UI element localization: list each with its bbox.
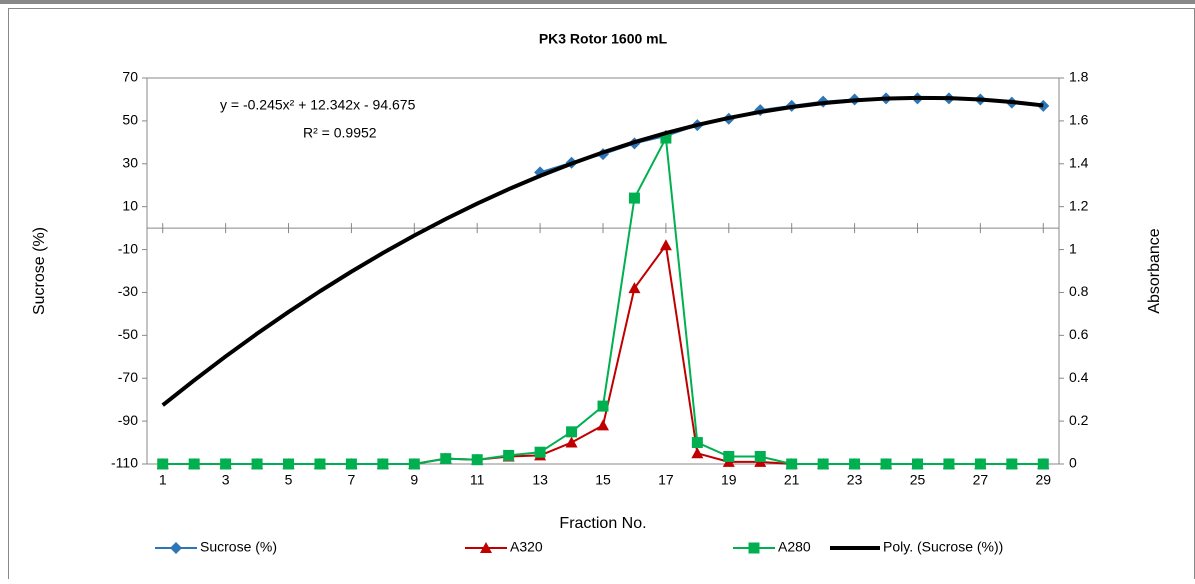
y2-tick-label: 1.2	[1069, 197, 1089, 213]
y2-tick-label: 1	[1069, 240, 1077, 256]
legend-label: Poly. (Sucrose (%))	[883, 539, 1003, 555]
legend-label: Sucrose (%)	[200, 539, 277, 555]
x-axis-label: Fraction No.	[559, 515, 646, 532]
data-point	[691, 437, 703, 449]
y2-tick-label: 0.4	[1069, 369, 1089, 385]
y-tick-label: 70	[122, 69, 138, 85]
y2-tick-label: 1.6	[1069, 112, 1089, 128]
x-tick-label: 5	[285, 472, 293, 488]
x-tick-label: 13	[532, 472, 548, 488]
y-tick-label: 30	[122, 154, 138, 170]
series-line	[161, 95, 1044, 407]
x-tick-label: 27	[973, 472, 989, 488]
data-point	[565, 436, 578, 448]
data-point	[628, 192, 640, 204]
y2-tick-label: 0.8	[1069, 283, 1089, 299]
y2-tick-label: 1.4	[1069, 154, 1089, 170]
x-tick-label: 1	[159, 472, 167, 488]
x-tick-label: 9	[410, 472, 418, 488]
data-point	[251, 458, 263, 470]
data-point	[597, 419, 609, 431]
y-tick-label: -30	[118, 283, 138, 299]
data-point	[754, 450, 766, 462]
data-point	[880, 458, 892, 470]
x-tick-label: 11	[470, 472, 485, 488]
trendline-equation: y = -0.245x² + 12.342x - 94.675	[220, 97, 416, 113]
data-point	[471, 454, 483, 466]
data-point	[503, 449, 515, 461]
data-point	[943, 458, 955, 470]
data-point	[660, 132, 672, 144]
top-bar	[0, 0, 1195, 4]
data-point	[974, 458, 986, 470]
x-tick-label: 21	[784, 472, 800, 488]
data-point	[1006, 458, 1018, 470]
data-point	[220, 458, 232, 470]
data-point	[188, 458, 200, 470]
data-point	[817, 458, 829, 470]
y-tick-label: -90	[118, 412, 138, 428]
data-point	[283, 458, 295, 470]
y-tick-label: -50	[118, 326, 138, 342]
y2-axis-label: Absorbance	[1146, 228, 1163, 313]
series-line	[162, 137, 1044, 465]
chart-title: PK3 Rotor 1600 mL	[539, 31, 668, 47]
data-point	[597, 400, 609, 412]
data-point	[849, 458, 861, 470]
y-tick-label: -110	[111, 455, 138, 471]
data-point	[659, 239, 672, 251]
data-point	[534, 446, 546, 458]
data-point	[786, 458, 798, 470]
data-point	[377, 458, 389, 470]
trendline-r2: R² = 0.9952	[303, 125, 377, 141]
legend-marker	[748, 542, 760, 554]
y-tick-label: -70	[118, 369, 138, 385]
x-tick-label: 15	[595, 472, 611, 488]
data-point	[691, 447, 704, 459]
y-tick-label: -10	[118, 240, 138, 256]
data-point	[1037, 458, 1049, 470]
x-tick-label: 25	[910, 472, 926, 488]
data-point	[157, 458, 169, 470]
chart-frame	[8, 8, 1195, 584]
data-point	[723, 450, 735, 462]
x-tick-label: 7	[348, 472, 356, 488]
plot-area	[146, 77, 1060, 465]
series-line	[162, 244, 1044, 465]
x-tick-label: 3	[222, 472, 230, 488]
x-tick-label: 17	[658, 472, 674, 488]
data-point	[345, 458, 357, 470]
x-tick-label: 19	[721, 472, 737, 488]
y-tick-label: 50	[122, 112, 138, 128]
legend-marker	[170, 542, 182, 554]
data-point	[440, 453, 452, 465]
legend-marker	[480, 542, 492, 553]
y2-tick-label: 0.6	[1069, 326, 1089, 342]
x-tick-label: 23	[847, 472, 863, 488]
y-axis-label: Sucrose (%)	[31, 227, 48, 315]
legend-label: A320	[510, 539, 543, 555]
y2-tick-label: 0	[1069, 455, 1077, 471]
y2-tick-label: 1.8	[1069, 69, 1089, 85]
data-point	[911, 458, 923, 470]
data-point	[628, 282, 641, 294]
data-point	[1037, 99, 1050, 112]
x-tick-label: 29	[1035, 472, 1051, 488]
y2-tick-label: 0.2	[1069, 412, 1089, 428]
data-point	[314, 458, 326, 470]
data-point	[566, 426, 578, 438]
legend-label: A280	[778, 539, 811, 555]
y-tick-label: 10	[122, 197, 138, 213]
data-point	[408, 458, 420, 470]
